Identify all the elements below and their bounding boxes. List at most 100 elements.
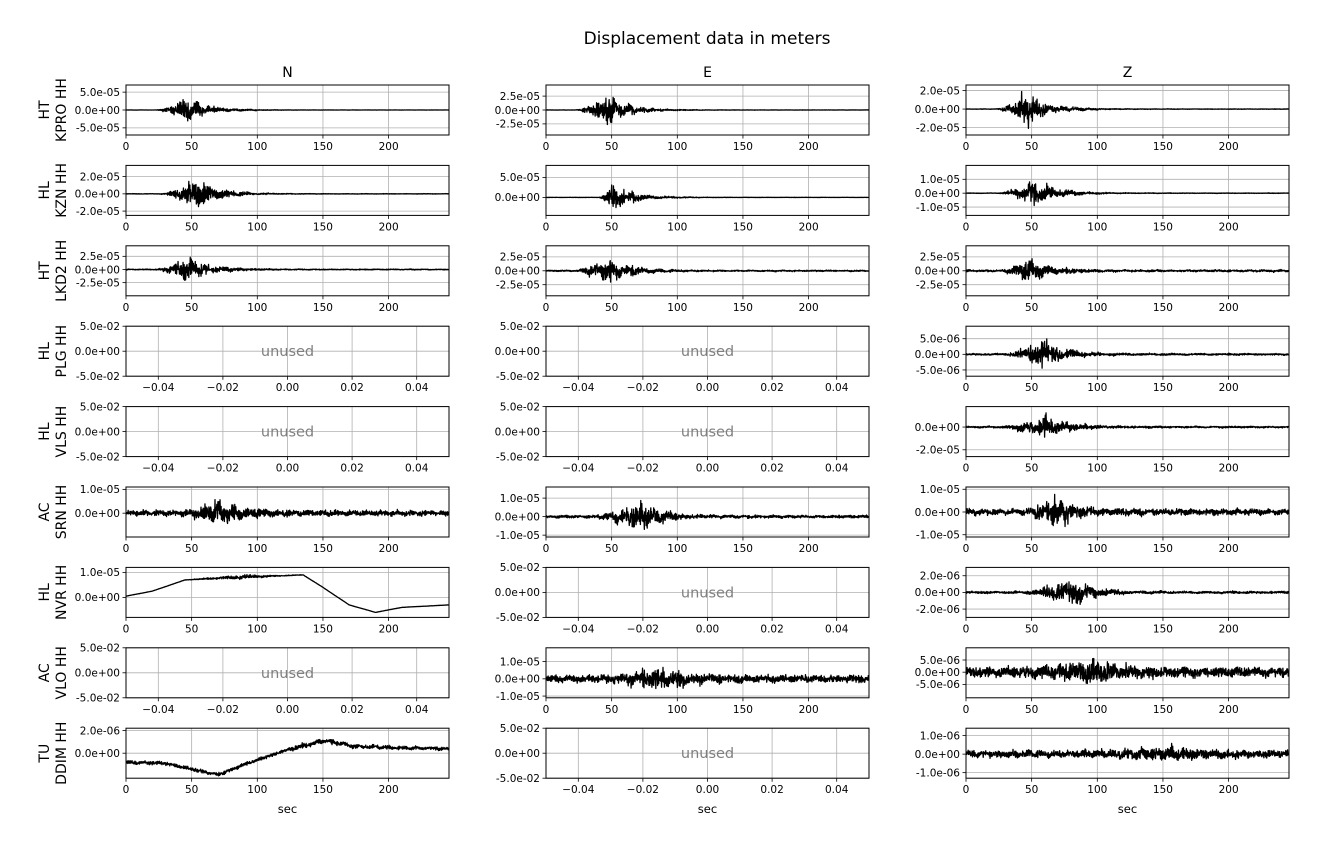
waveform-trace <box>126 498 449 525</box>
x-tick-label: 50 <box>185 141 198 153</box>
x-tick-label: 0.02 <box>340 382 363 394</box>
x-tick-label: 150 <box>733 302 753 314</box>
x-tick-label: −0.04 <box>562 382 594 394</box>
y-tick-label: 0.0e+00 <box>495 192 540 204</box>
panel-kpro-e: 0 50 100 150 200 2.5e-05 0.0e+00 -2.5e-05 <box>495 84 870 153</box>
axes-frame <box>545 647 870 699</box>
unused-label: unused <box>681 425 734 441</box>
x-tick-label: 0.02 <box>760 382 783 394</box>
panel-nvr-e: −0.04 −0.02 0.00 0.02 0.04 5.0e-02 0.0e+00 -5.0… <box>495 562 870 635</box>
panel-nvr-n: 0 50 100 150 200 1.0e-05 0.0e+00 <box>75 566 450 635</box>
axes-frame <box>545 486 870 538</box>
row-label: HTLKD2 HH <box>37 240 70 302</box>
y-tick-label: 0.0e+00 <box>495 587 540 599</box>
axes-frame <box>125 164 450 216</box>
x-tick-label: 50 <box>185 784 198 796</box>
waveform-trace <box>546 666 869 690</box>
x-tick-label: 0.00 <box>696 623 719 635</box>
x-tick-label: 0 <box>963 221 970 233</box>
x-tick-label: 200 <box>1219 463 1239 475</box>
x-tick-label: 0 <box>543 543 550 555</box>
y-tick-label: -2.5e-05 <box>916 279 960 291</box>
x-tick-label: 100 <box>247 623 267 635</box>
x-tick-label: 200 <box>379 221 399 233</box>
axes-frame <box>125 245 450 297</box>
y-tick-label: 5.0e-02 <box>500 562 540 574</box>
x-tick-label: 200 <box>799 704 819 716</box>
axes-frame <box>125 406 450 458</box>
panel-plg-z: 0 50 100 150 200 5.0e-06 0.0e+00 -5.0e-06 <box>915 325 1290 394</box>
y-tick-label: 0.0e+00 <box>75 748 120 760</box>
row-label: ACVLO HH <box>37 646 70 699</box>
column-title-n: N <box>282 65 292 81</box>
x-tick-label: −0.02 <box>627 623 659 635</box>
x-tick-label: 150 <box>1153 221 1173 233</box>
x-tick-label: 200 <box>799 221 819 233</box>
x-tick-label: 0 <box>963 141 970 153</box>
axes-frame <box>125 727 450 779</box>
y-tick-label: 1.0e-05 <box>80 484 120 496</box>
axes-frame <box>545 727 870 779</box>
axes-frame <box>125 566 450 618</box>
x-axis-label: sec <box>698 802 717 816</box>
y-tick-label: -5.0e-02 <box>76 451 120 463</box>
waveform-trace <box>966 258 1289 281</box>
x-tick-label: 100 <box>247 543 267 555</box>
x-tick-label: 0 <box>123 623 130 635</box>
y-tick-label: -2.0e-05 <box>916 445 960 457</box>
axes-frame <box>125 325 450 377</box>
y-tick-label: 1.0e-05 <box>80 567 120 579</box>
x-axis-label: sec <box>278 802 297 816</box>
x-tick-label: 0.04 <box>825 623 849 635</box>
y-tick-label: -1.0e-05 <box>916 530 960 542</box>
waveform-trace <box>966 493 1289 528</box>
x-tick-label: 50 <box>185 543 198 555</box>
y-tick-label: -5.0e-06 <box>916 679 960 691</box>
x-tick-label: −0.04 <box>562 463 594 475</box>
x-tick-label: 0 <box>543 704 550 716</box>
y-tick-label: 5.0e-05 <box>80 87 120 99</box>
y-tick-label: -5.0e-02 <box>496 371 540 383</box>
y-tick-label: -2.5e-05 <box>496 279 540 291</box>
y-tick-label: -2.0e-05 <box>916 122 960 134</box>
waveform-trace <box>966 412 1289 438</box>
axes-frame <box>545 84 870 136</box>
x-tick-label: 100 <box>247 141 267 153</box>
x-tick-label: 50 <box>185 302 198 314</box>
x-tick-label: 0.00 <box>276 704 299 716</box>
x-tick-label: 50 <box>1025 463 1038 475</box>
y-tick-label: 0.0e+00 <box>75 105 120 117</box>
x-tick-label: 50 <box>1025 141 1038 153</box>
axes-frame <box>965 647 1290 699</box>
x-tick-label: 50 <box>1025 221 1038 233</box>
x-tick-label: 100 <box>247 221 267 233</box>
y-tick-label: -5.0e-02 <box>496 612 540 624</box>
y-tick-label: 0.0e+00 <box>915 587 960 599</box>
x-tick-label: 0.00 <box>276 382 299 394</box>
panel-vls-z: 0 50 100 150 200 0.0e+00 -2.0e-05 <box>915 406 1290 475</box>
x-tick-label: 0.02 <box>760 463 783 475</box>
x-tick-label: 200 <box>1219 623 1239 635</box>
x-tick-label: 150 <box>733 141 753 153</box>
waveform-trace <box>126 180 449 208</box>
x-tick-label: 0 <box>543 221 550 233</box>
waveform-trace <box>546 259 869 283</box>
panel-vlo-n: −0.04 −0.02 0.00 0.02 0.04 5.0e-02 0.0e+00 -5.0… <box>75 643 450 716</box>
y-tick-label: 5.0e-06 <box>920 655 961 667</box>
x-tick-label: 0 <box>963 302 970 314</box>
axes-frame <box>965 84 1290 136</box>
row-label: TUDDIM HH <box>37 722 70 785</box>
x-tick-label: 100 <box>1087 141 1107 153</box>
waveform-trace <box>966 742 1289 762</box>
x-tick-label: 100 <box>1087 543 1107 555</box>
x-tick-label: 100 <box>1087 623 1107 635</box>
x-tick-label: 0.04 <box>825 784 849 796</box>
x-tick-label: 0 <box>123 543 130 555</box>
axes-frame <box>125 647 450 699</box>
x-tick-label: 150 <box>733 221 753 233</box>
waveform-trace <box>966 338 1289 369</box>
row-label: HLPLG HH <box>37 325 70 378</box>
panel-vls-e: −0.04 −0.02 0.00 0.02 0.04 5.0e-02 0.0e+00 -5.0… <box>495 401 870 475</box>
axes-frame <box>545 164 870 216</box>
waveform-trace <box>966 90 1289 129</box>
